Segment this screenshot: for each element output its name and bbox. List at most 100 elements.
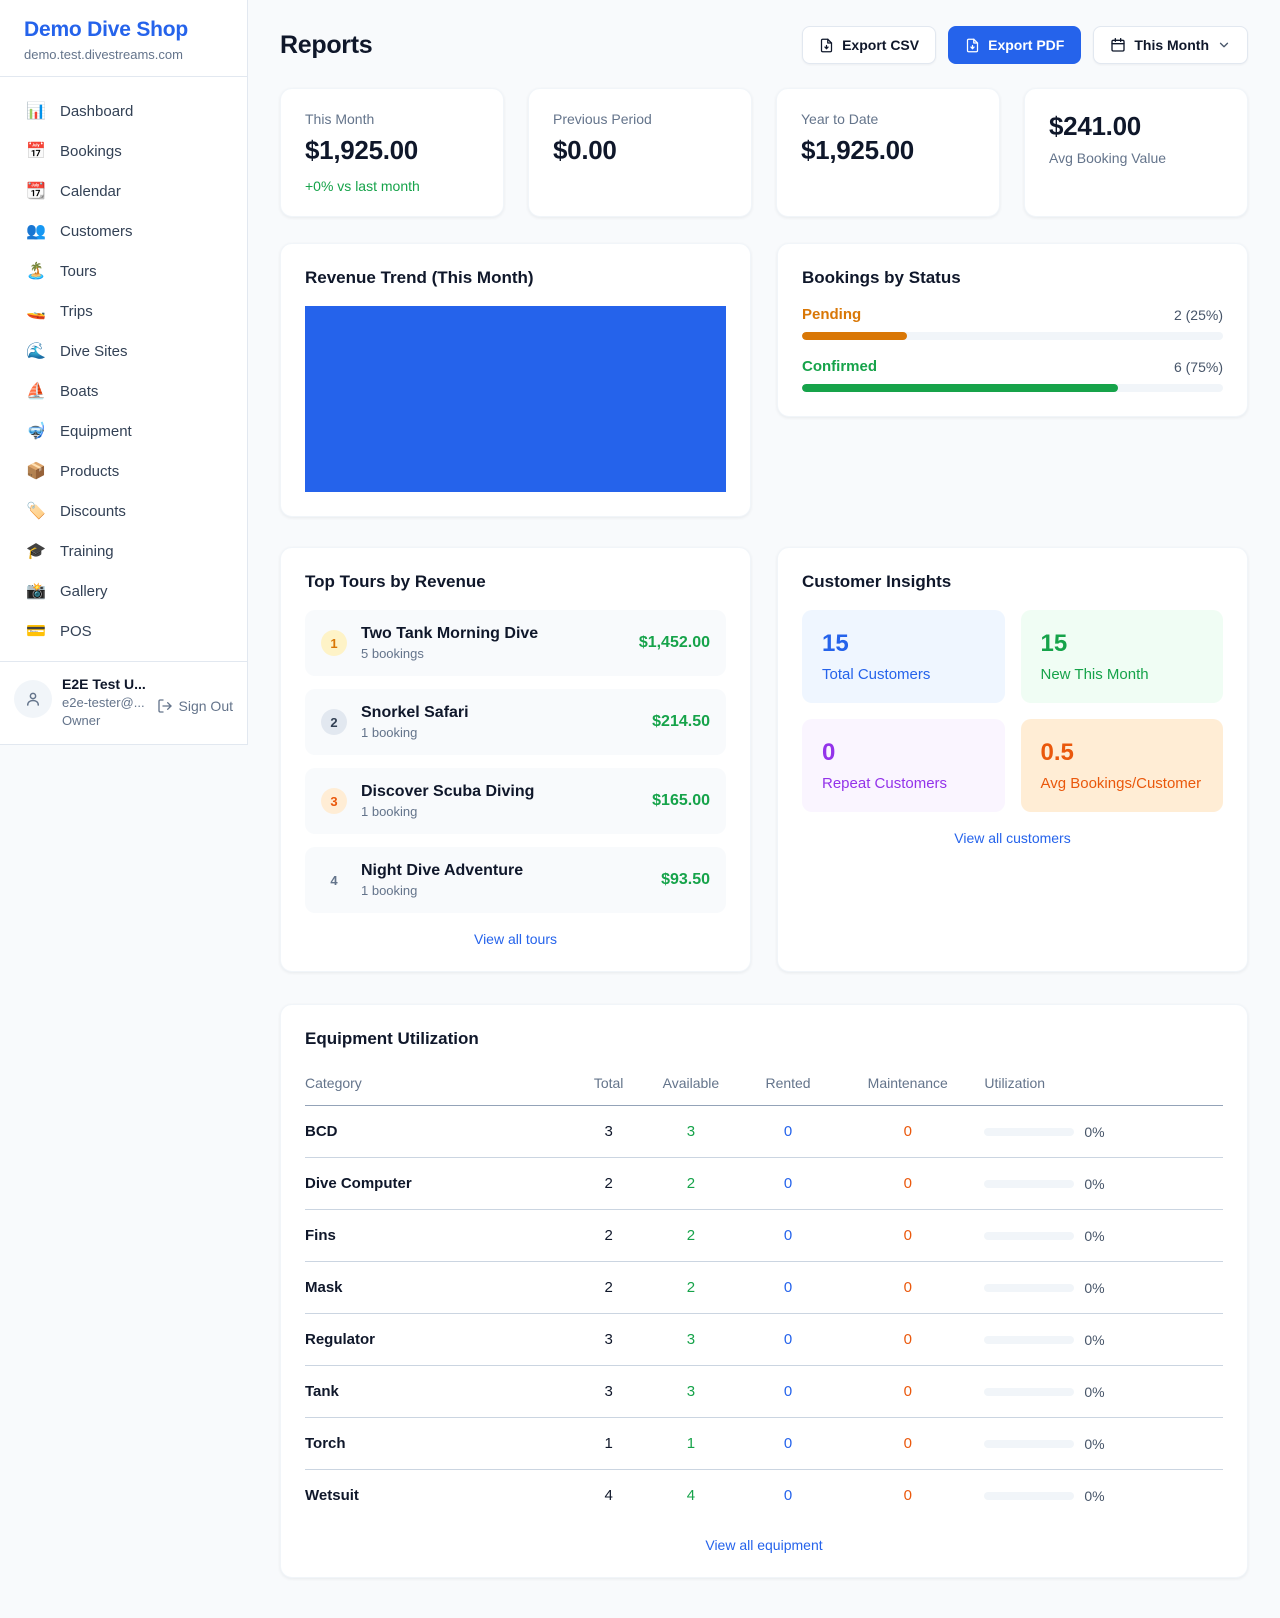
- column-header-category: Category: [305, 1063, 581, 1106]
- calendar-icon: [1111, 38, 1126, 52]
- cell-category: Tank: [305, 1365, 581, 1418]
- cell-rented: 0: [744, 1313, 832, 1366]
- speedboat-icon: 🚤: [26, 303, 46, 320]
- progress-track: [802, 332, 1223, 340]
- export-csv-button[interactable]: Export CSV: [802, 26, 937, 64]
- column-header-total: Total: [580, 1063, 637, 1106]
- utilization-percent: 0%: [1084, 1227, 1105, 1244]
- rank-badge: 4: [330, 872, 338, 888]
- stat-value: $0.00: [553, 135, 617, 165]
- user-role: Owner: [62, 713, 101, 728]
- cell-rented: 0: [783, 1487, 793, 1504]
- equipment-utilization-title: Equipment Utilization: [305, 1029, 479, 1048]
- export-pdf-button[interactable]: Export PDF: [948, 26, 1082, 64]
- cell-available: 2: [636, 1209, 745, 1262]
- table-header-row: Category Total Available Rented Maintena…: [305, 1063, 1223, 1106]
- tour-name: Discover Scuba Diving: [361, 783, 535, 800]
- cell-utilization: 0%: [984, 1313, 1223, 1366]
- stat-label: Avg Booking Value: [1049, 150, 1167, 166]
- sidebar-item-customers[interactable]: 👥 Customers: [0, 211, 247, 251]
- sidebar-header: Demo Dive Shop demo.test.divestreams.com: [0, 0, 247, 77]
- sidebar: Demo Dive Shop demo.test.divestreams.com…: [0, 0, 248, 745]
- cell-utilization: 0%: [984, 1209, 1223, 1262]
- view-all-tours-link[interactable]: View all tours: [473, 931, 557, 947]
- sidebar-item-dashboard[interactable]: 📊 Dashboard: [0, 91, 247, 131]
- sidebar-item-calendar[interactable]: 📆 Calendar: [0, 171, 247, 211]
- status-value: 2 (25%): [1173, 306, 1223, 323]
- cell-total: 3: [580, 1313, 637, 1366]
- utilization-track: [984, 1231, 1075, 1240]
- sidebar-item-label: Training: [60, 542, 114, 560]
- sidebar-item-trips[interactable]: 🚤 Trips: [0, 291, 247, 331]
- export-csv-label: Export CSV: [842, 37, 920, 53]
- tour-name: Two Tank Morning Dive: [361, 625, 539, 642]
- utilization-percent: 0%: [1084, 1279, 1105, 1296]
- insight-value: 0: [822, 739, 836, 766]
- cell-category: Torch: [305, 1417, 581, 1470]
- sidebar-item-label: Dive Sites: [60, 342, 128, 360]
- chevron-down-icon: [1219, 42, 1229, 48]
- sidebar-item-products[interactable]: 📦 Products: [0, 451, 247, 491]
- column-header-maintenance: Maintenance: [831, 1063, 985, 1106]
- file-download-icon: [820, 38, 833, 52]
- equipment-utilization-card: Equipment Utilization Category Total Ava…: [280, 1004, 1248, 1578]
- sidebar-item-gallery[interactable]: 📸 Gallery: [0, 571, 247, 611]
- graduation-cap-icon: 🎓: [26, 543, 46, 560]
- tour-bookings: 5 bookings: [361, 646, 424, 661]
- sidebar-item-discounts[interactable]: 🏷️ Discounts: [0, 491, 247, 531]
- insight-label: Total Customers: [822, 666, 931, 683]
- stat-delta: +0% vs last month: [305, 178, 420, 194]
- revenue-trend-chart: [305, 306, 726, 492]
- list-item: 2 Snorkel Safari 1 booking $214.50: [305, 689, 726, 755]
- sign-out-button[interactable]: Sign Out: [157, 698, 233, 714]
- status-value: 6 (75%): [1173, 358, 1223, 375]
- stat-value: $241.00: [1049, 111, 1141, 141]
- sidebar-item-label: Calendar: [60, 182, 121, 200]
- sidebar-item-bookings[interactable]: 📅 Bookings: [0, 131, 247, 171]
- sidebar-item-pos[interactable]: 💳 POS: [0, 611, 247, 651]
- sidebar-item-training[interactable]: 🎓 Training: [0, 531, 247, 571]
- list-item: 1 Two Tank Morning Dive 5 bookings $1,45…: [305, 610, 726, 676]
- tour-name: Snorkel Safari: [361, 704, 469, 721]
- cell-total: 3: [580, 1365, 637, 1418]
- insight-value: 0.5: [1040, 739, 1074, 766]
- utilization-percent: 0%: [1084, 1435, 1105, 1452]
- calendar-icon: 📆: [26, 183, 46, 200]
- view-all-equipment-link[interactable]: View all equipment: [705, 1537, 823, 1553]
- tour-list: 1 Two Tank Morning Dive 5 bookings $1,45…: [305, 610, 726, 913]
- period-select[interactable]: This Month: [1093, 26, 1248, 64]
- table-row: Mask 2 2 0 0 0%: [305, 1261, 1223, 1314]
- shop-title: Demo Dive Shop: [24, 18, 189, 41]
- cell-rented: 0: [744, 1157, 832, 1210]
- cell-utilization: 0%: [984, 1261, 1223, 1314]
- sailboat-icon: ⛵: [26, 383, 46, 400]
- view-all-customers-link[interactable]: View all customers: [954, 830, 1071, 846]
- cell-utilization: 0%: [984, 1417, 1223, 1470]
- status-label: Pending: [802, 306, 862, 323]
- sidebar-item-label: Dashboard: [60, 102, 134, 120]
- table-row: Regulator 3 3 0 0 0%: [305, 1313, 1223, 1366]
- user-meta: E2E Test U... e2e-tester@... Owner: [62, 676, 147, 728]
- sidebar-item-label: Customers: [60, 222, 133, 240]
- cell-category: BCD: [305, 1105, 581, 1158]
- progress-track: [802, 384, 1223, 392]
- sidebar-item-boats[interactable]: ⛵ Boats: [0, 371, 247, 411]
- sidebar-item-dive-sites[interactable]: 🌊 Dive Sites: [0, 331, 247, 371]
- customer-insights-card: Customer Insights 15 Total Customers 15 …: [777, 547, 1248, 972]
- cell-available: 3: [636, 1313, 745, 1366]
- user-email: e2e-tester@...: [62, 695, 145, 710]
- sidebar-item-equipment[interactable]: 🤿 Equipment: [0, 411, 247, 451]
- camera-icon: 📸: [26, 583, 46, 600]
- sidebar-item-label: Equipment: [60, 422, 132, 440]
- progress-fill: [802, 384, 1118, 392]
- cell-rented: 0: [744, 1209, 832, 1262]
- page-title: Reports: [280, 30, 373, 59]
- stat-label: This Month: [305, 111, 375, 127]
- sidebar-item-label: Trips: [60, 302, 93, 320]
- tour-revenue: $1,452.00: [638, 634, 710, 651]
- sidebar-item-tours[interactable]: 🏝️ Tours: [0, 251, 247, 291]
- island-icon: 🏝️: [26, 263, 46, 280]
- avatar: [14, 680, 52, 718]
- person-icon: [27, 692, 39, 706]
- cell-available: 2: [636, 1261, 745, 1314]
